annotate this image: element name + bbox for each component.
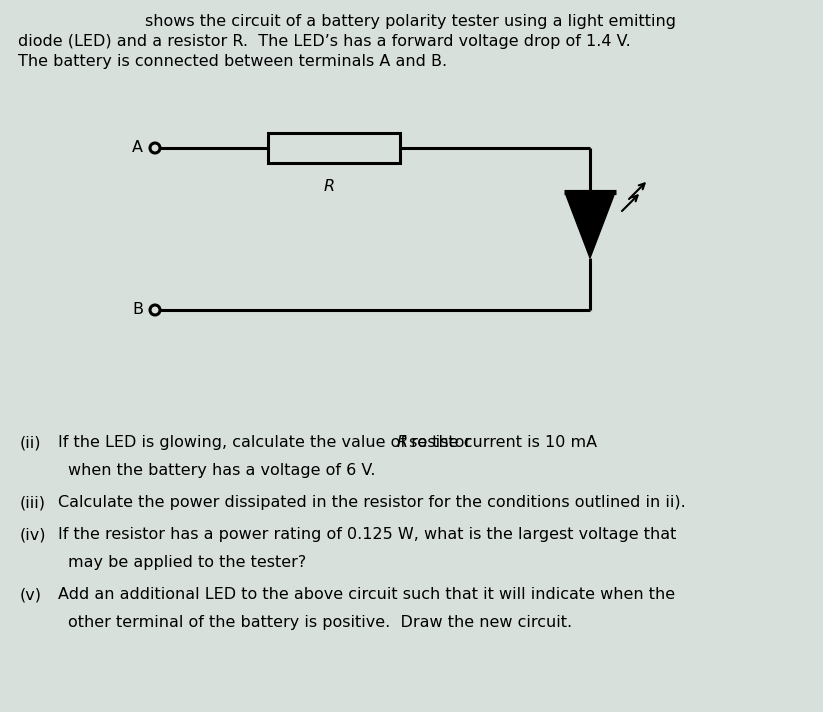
Bar: [268, 133, 400, 163]
Text: If the resistor has a power rating of 0.125 W, what is the largest voltage that: If the resistor has a power rating of 0.…: [58, 527, 677, 542]
Text: B: B: [132, 303, 143, 318]
Text: so the current is 10 mA: so the current is 10 mA: [404, 435, 597, 450]
Text: A: A: [132, 140, 143, 155]
Text: Add an additional LED to the above circuit such that it will indicate when the: Add an additional LED to the above circu…: [58, 587, 675, 602]
Text: Calculate the power dissipated in the resistor for the conditions outlined in ii: Calculate the power dissipated in the re…: [58, 495, 686, 510]
Text: (ii): (ii): [20, 435, 41, 450]
Text: when the battery has a voltage of 6 V.: when the battery has a voltage of 6 V.: [68, 463, 375, 478]
Text: may be applied to the tester?: may be applied to the tester?: [68, 555, 306, 570]
Text: R: R: [396, 435, 407, 450]
Text: The battery is connected between terminals A and B.: The battery is connected between termina…: [18, 54, 447, 69]
Polygon shape: [566, 195, 614, 258]
Text: other terminal of the battery is positive.  Draw the new circuit.: other terminal of the battery is positiv…: [68, 615, 572, 630]
Text: diode (LED) and a resistor R.  The LED’s has a forward voltage drop of 1.4 V.: diode (LED) and a resistor R. The LED’s …: [18, 34, 630, 49]
Text: R: R: [324, 179, 335, 194]
Text: If the LED is glowing, calculate the value of resistor: If the LED is glowing, calculate the val…: [58, 435, 477, 450]
Text: (iii): (iii): [20, 495, 46, 510]
Text: (v): (v): [20, 587, 42, 602]
Text: (iv): (iv): [20, 527, 47, 542]
Text: shows the circuit of a battery polarity tester using a light emitting: shows the circuit of a battery polarity …: [145, 14, 676, 29]
